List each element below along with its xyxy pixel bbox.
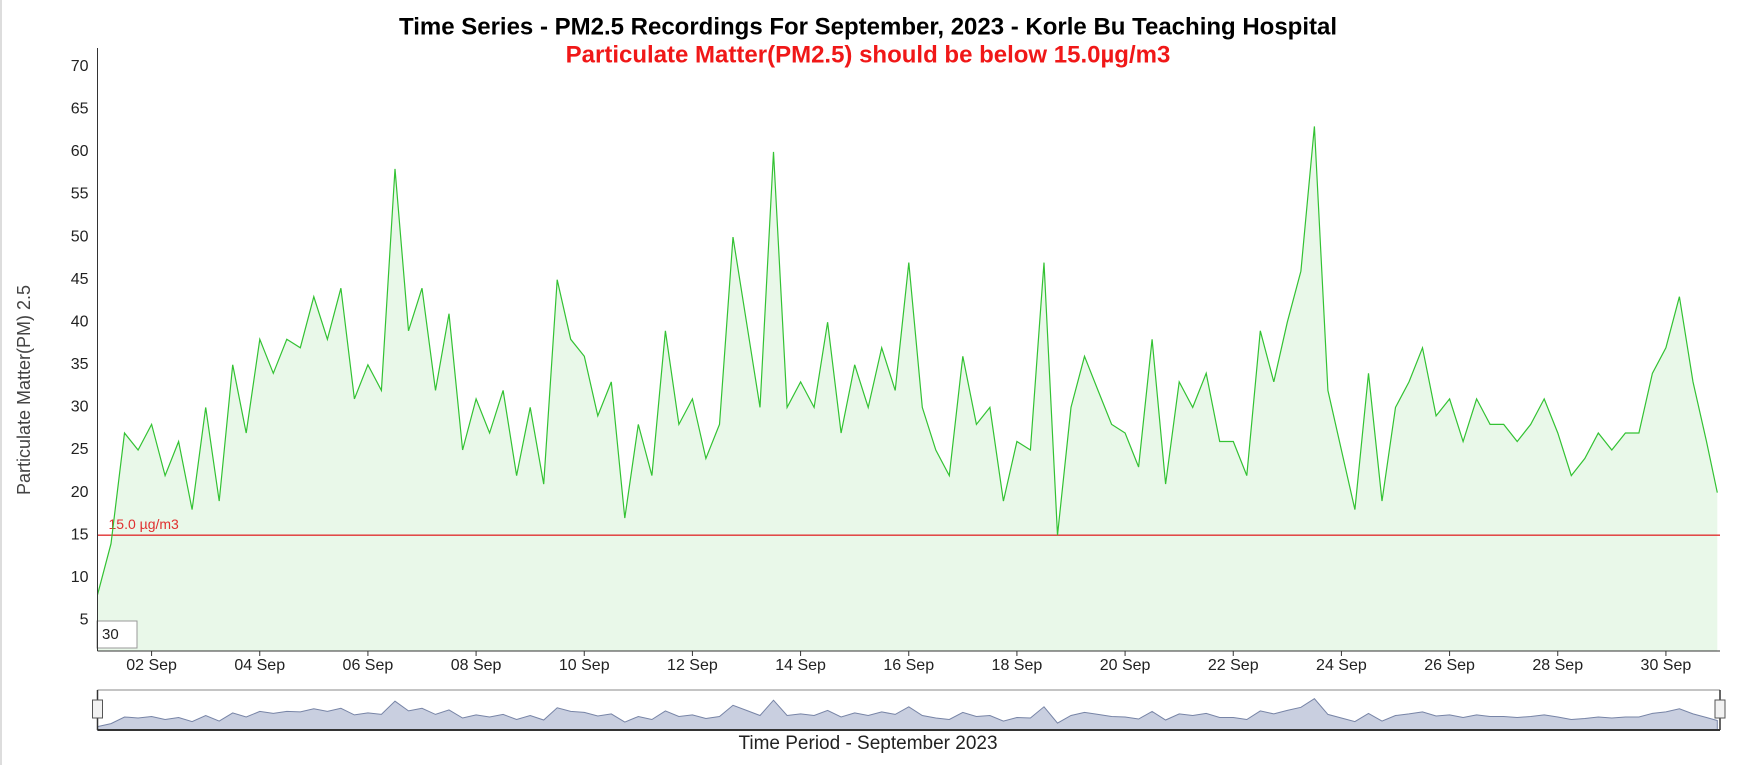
range-input[interactable] — [96, 620, 138, 649]
navigator-handle[interactable] — [1714, 699, 1726, 719]
x-tick-label: 02 Sep — [126, 657, 177, 674]
x-tick-label: 16 Sep — [883, 657, 934, 674]
chart-subtitle: Particulate Matter(PM2.5) should be belo… — [566, 41, 1171, 68]
navigator-handle[interactable] — [92, 699, 103, 719]
x-tick-label: 20 Sep — [1100, 657, 1151, 674]
navigator-area — [97, 698, 1718, 731]
y-tick-label: 20 — [71, 484, 89, 501]
y-tick-label: 40 — [71, 313, 89, 330]
range-input-value: 30 — [102, 626, 119, 643]
line — [96, 126, 1718, 595]
y-tick-label: 65 — [71, 101, 89, 118]
y-tick-label: 55 — [71, 186, 89, 203]
y-tick-label: 50 — [71, 228, 89, 245]
x-axis-label: Time Period - September 2023 — [738, 733, 997, 754]
y-tick-label: 60 — [71, 143, 89, 160]
y-tick-label: 30 — [71, 399, 89, 416]
y-tick-label: 70 — [71, 58, 89, 75]
y-tick-label: 25 — [71, 441, 89, 458]
x-tick-label: 12 Sep — [667, 657, 718, 674]
x-tick-label: 18 Sep — [992, 657, 1043, 674]
y-tick-label: 45 — [71, 271, 89, 288]
threshold-label: 15.0 µg/m3 — [109, 516, 180, 532]
x-tick-label: 24 Sep — [1316, 657, 1367, 674]
y-tick-label: 10 — [71, 569, 89, 586]
x-tick-label: 30 Sep — [1641, 657, 1692, 674]
x-tick-label: 26 Sep — [1424, 657, 1475, 674]
x-tick-label: 28 Sep — [1532, 657, 1583, 674]
y-tick-label: 35 — [71, 356, 89, 373]
x-tick-label: 04 Sep — [234, 657, 285, 674]
chart-title: Time Series - PM2.5 Recordings For Septe… — [399, 13, 1337, 40]
y-tick-label: 5 — [80, 612, 89, 629]
x-tick-label: 22 Sep — [1208, 657, 1259, 674]
x-tick-label: 10 Sep — [559, 657, 610, 674]
x-tick-label: 08 Sep — [451, 657, 502, 674]
x-tick-label: 06 Sep — [343, 657, 394, 674]
y-tick-label: 15 — [71, 526, 89, 543]
area — [97, 126, 1718, 651]
x-tick-label: 14 Sep — [775, 657, 826, 674]
y-axis-label: Particulate Matter(PM) 2.5 — [14, 285, 34, 495]
